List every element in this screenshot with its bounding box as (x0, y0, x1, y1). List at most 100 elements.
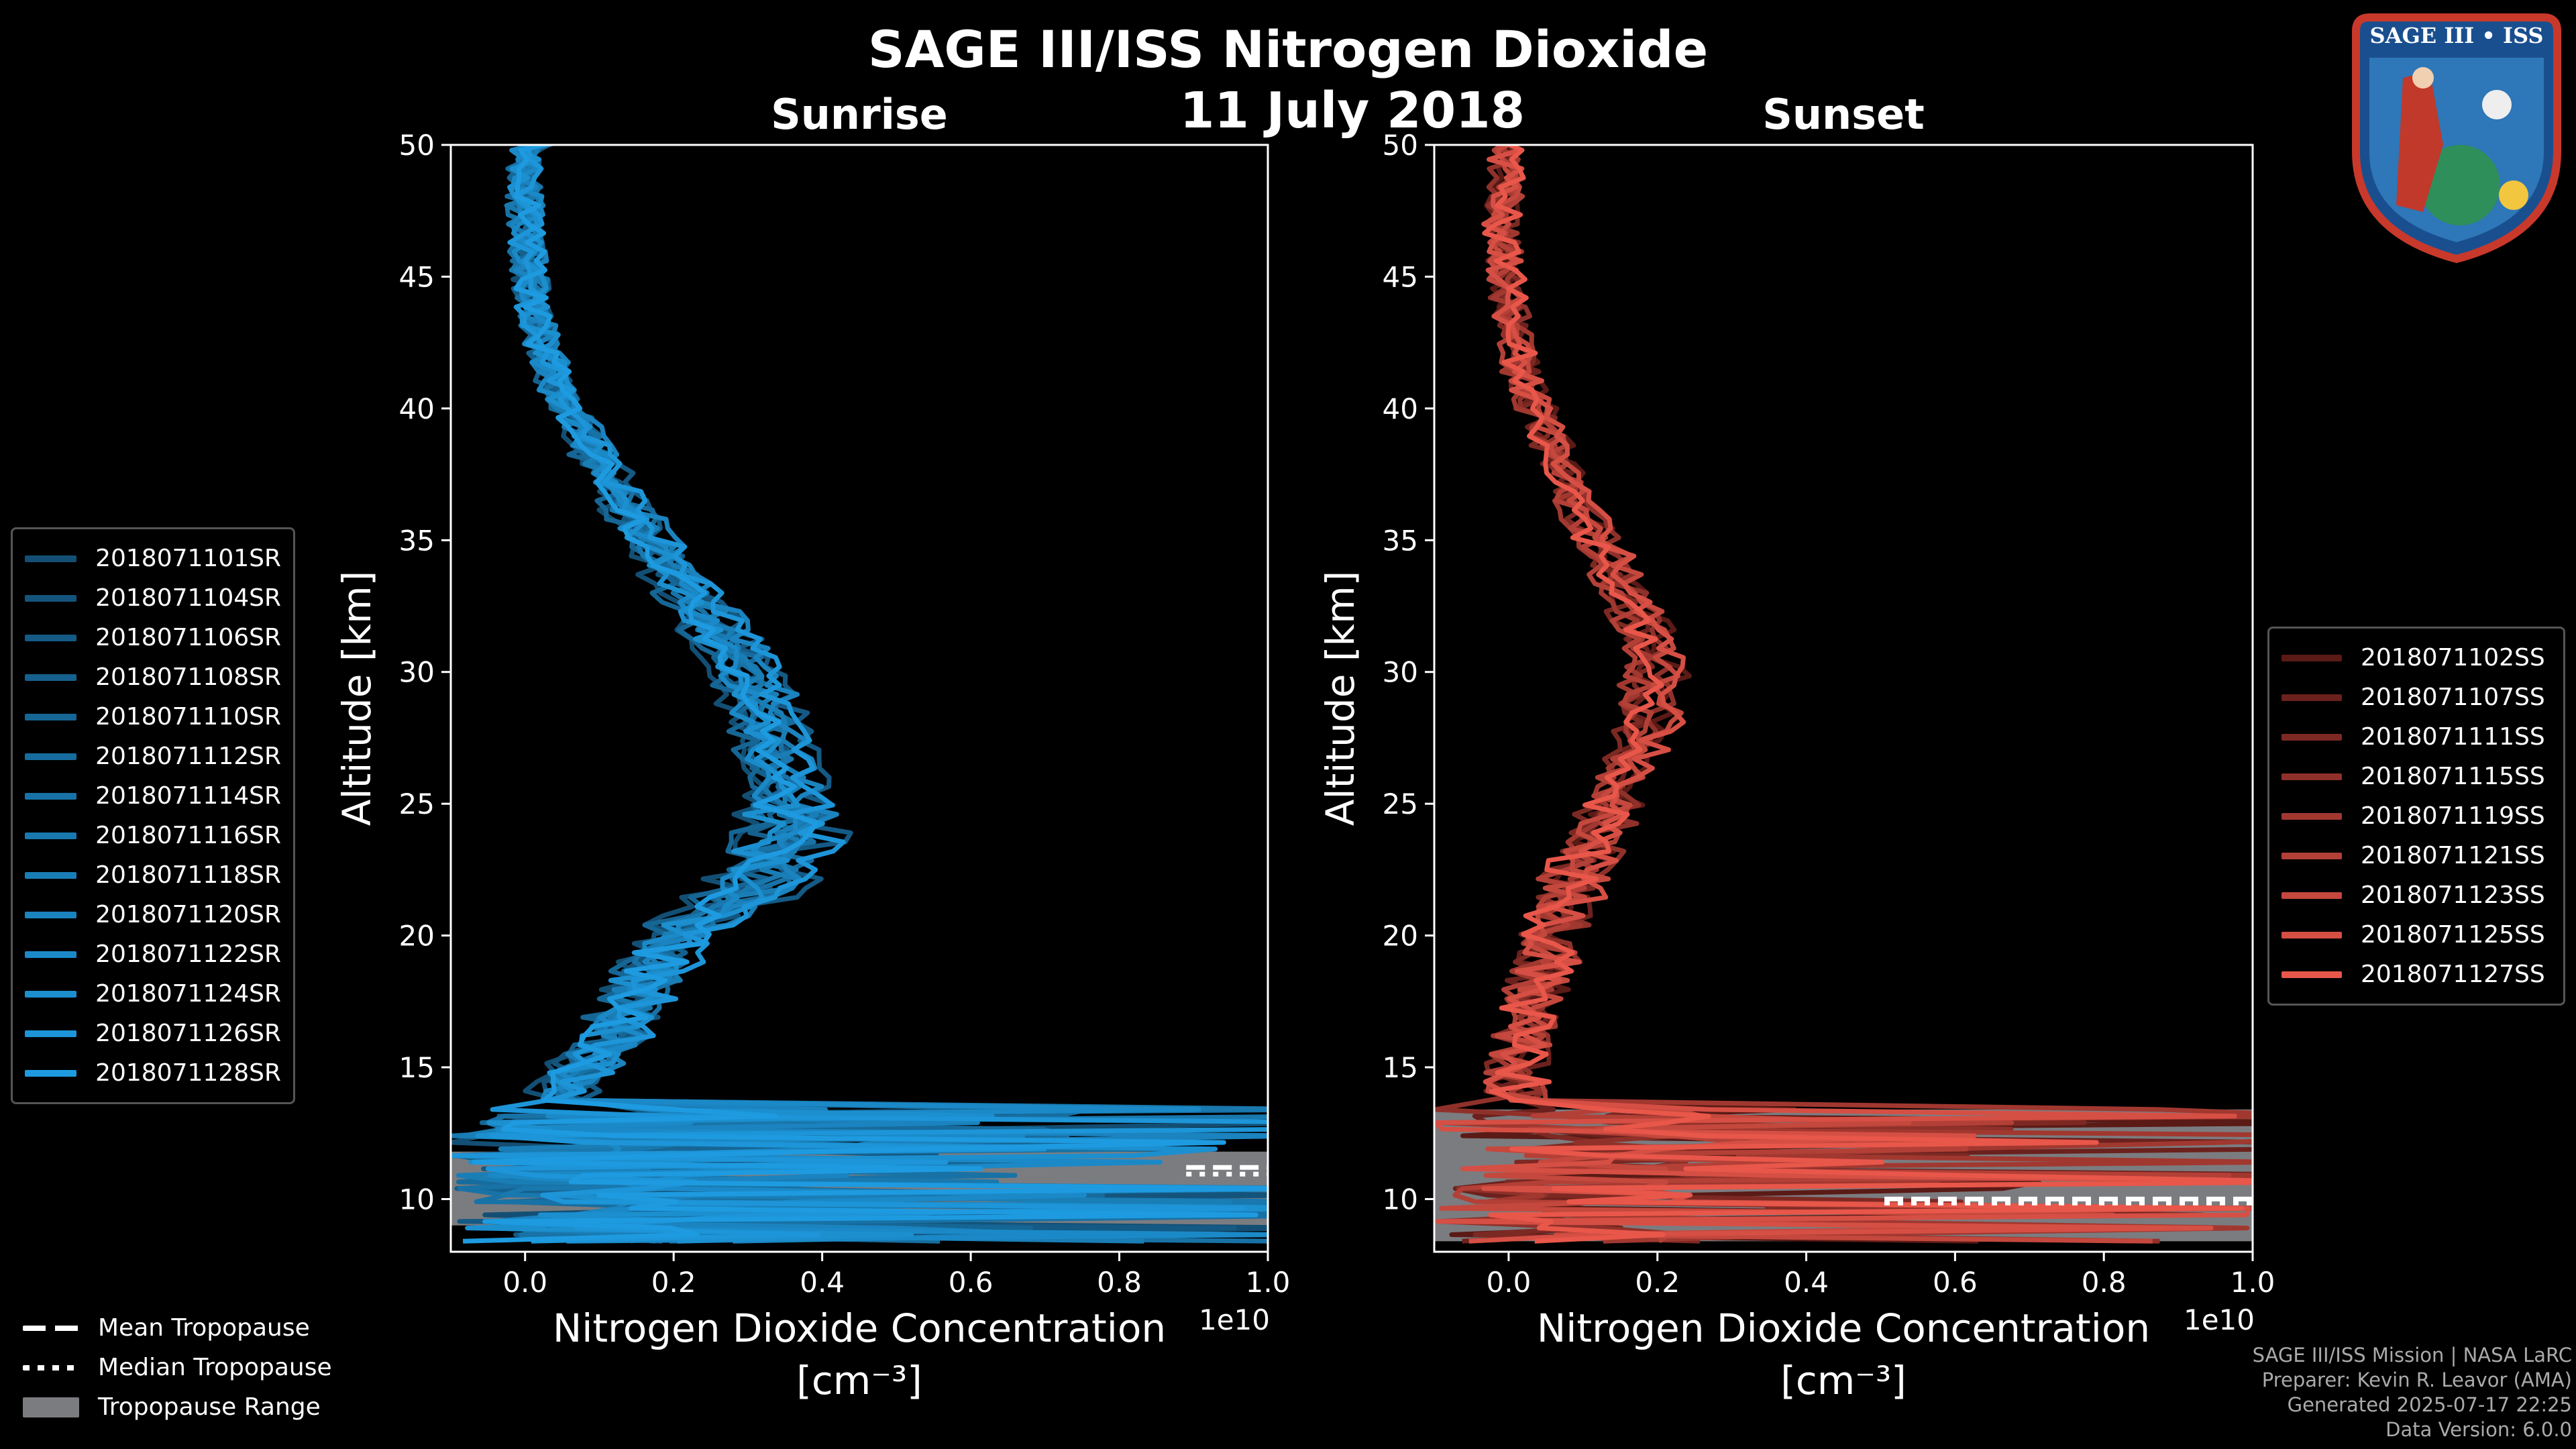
x-axis-label: Nitrogen Dioxide Concentration (553, 1305, 1166, 1351)
dotted-line-icon (23, 1364, 79, 1371)
y-tick-label: 45 (1383, 260, 1418, 293)
legend-line-icon (25, 832, 77, 839)
legend-entry: 2018071119SS (2282, 796, 2551, 836)
sunrise-legend: 2018071101SR 2018071104SR 2018071106SR 2018… (11, 527, 295, 1104)
plot-area (451, 145, 1268, 1244)
legend-label: 2018071121SS (2361, 842, 2545, 869)
legend-label: 2018071122SR (95, 941, 281, 968)
figure-credits: SAGE III/ISS Mission | NASA LaRC Prepare… (2253, 1343, 2572, 1442)
profile-line-2018071127SS (1482, 145, 2253, 1244)
legend-entry: 2018071116SR (25, 816, 281, 855)
profile-line-2018071119SS (1436, 145, 2253, 1244)
legend-label: 2018071107SS (2361, 684, 2545, 711)
legend-entry: 2018071126SR (25, 1014, 281, 1053)
legend-entry: 2018071106SR (25, 618, 281, 657)
x-offset-text: 1e10 (2184, 1303, 2255, 1336)
legend-label: 2018071111SS (2361, 723, 2545, 751)
legend-line-icon (2282, 773, 2342, 780)
legend-label: Mean Tropopause (98, 1314, 310, 1342)
legend-line-icon (25, 871, 77, 879)
legend-entry: 2018071111SS (2282, 717, 2551, 757)
legend-entry: 2018071121SS (2282, 836, 2551, 875)
y-tick-label: 50 (399, 129, 435, 162)
profile-line-2018071126SR (451, 145, 1268, 1244)
legend-label: 2018071106SR (95, 624, 281, 651)
profile-line-2018071128SR (463, 145, 1268, 1244)
y-axis-label: Altitude [km] (334, 571, 380, 826)
x-tick-label: 0.2 (651, 1266, 696, 1299)
legend-label: Median Tropopause (98, 1354, 332, 1381)
legend-label: 2018071116SR (95, 822, 281, 849)
x-axis-unit: [cm⁻³] (796, 1358, 922, 1403)
legend-line-icon (25, 951, 77, 958)
x-tick-label: 0.0 (1487, 1266, 1532, 1299)
legend-label: 2018071125SS (2361, 921, 2545, 949)
legend-line-icon (2282, 892, 2342, 899)
sage-mission-logo: SAGE III • ISS (2343, 11, 2571, 266)
legend-label: 2018071112SR (95, 743, 281, 770)
legend-entry: 2018071127SS (2282, 955, 2551, 994)
x-tick-label: 0.4 (1784, 1266, 1829, 1299)
legend-line-icon (25, 753, 77, 760)
profile-line-2018071111SS (1453, 145, 2205, 1244)
legend-entry: 2018071102SS (2282, 638, 2551, 678)
legend-label: Tropopause Range (98, 1393, 321, 1421)
legend-entry: 2018071107SS (2282, 678, 2551, 717)
profile-line-2018071123SS (1439, 145, 2153, 1244)
x-tick-label: 0.6 (949, 1266, 994, 1299)
x-tick-label: 1.0 (2231, 1266, 2275, 1299)
y-tick-label: 25 (399, 788, 435, 820)
profile-line-2018071115SS (1434, 145, 2160, 1244)
legend-line-icon (2282, 852, 2342, 859)
legend-line-icon (2282, 812, 2342, 820)
svg-text:SAGE III • ISS: SAGE III • ISS (2370, 23, 2544, 48)
legend-line-icon (2282, 654, 2342, 661)
profile-line-2018071102SS (1449, 145, 2253, 1244)
legend-mean-tropopause: Mean Tropopause (23, 1308, 332, 1348)
x-offset-text: 1e10 (1199, 1303, 1270, 1336)
y-tick-label: 20 (1383, 920, 1418, 953)
y-tick-label: 30 (399, 656, 435, 689)
legend-label: 2018071102SS (2361, 644, 2545, 672)
legend-median-tropopause: Median Tropopause (23, 1348, 332, 1387)
legend-entry: 2018071128SR (25, 1053, 281, 1093)
axes-frame (1433, 144, 2254, 1253)
legend-label: 2018071101SR (95, 545, 281, 572)
legend-line-icon (25, 792, 77, 800)
sunset-legend: 2018071102SS 2018071107SS 2018071111SS 2018… (2267, 627, 2565, 1006)
legend-label: 2018071126SR (95, 1020, 281, 1047)
axes-frame (449, 144, 1269, 1253)
y-axis-label: Altitude [km] (1318, 571, 1363, 826)
legend-line-icon (25, 1030, 77, 1037)
legend-line-icon (25, 674, 77, 681)
legend-entry: 2018071122SR (25, 934, 281, 974)
dashed-line-icon (23, 1325, 79, 1331)
y-tick-label: 45 (399, 260, 435, 293)
tropopause-legend: Mean Tropopause Median Tropopause Tropop… (23, 1308, 332, 1427)
x-tick-label: 0.6 (1933, 1266, 1978, 1299)
y-tick-label: 15 (399, 1051, 435, 1084)
panel-title: Sunrise (771, 90, 948, 139)
legend-entry: 2018071125SS (2282, 915, 2551, 955)
y-tick-label: 30 (1383, 656, 1418, 689)
legend-line-icon (25, 990, 77, 998)
x-axis-label: Nitrogen Dioxide Concentration (1537, 1305, 2150, 1351)
figure-title: SAGE III/ISS Nitrogen Dioxide (868, 19, 1708, 79)
legend-entry: 2018071112SR (25, 737, 281, 776)
profile-line-2018071121SS (1452, 145, 2253, 1244)
legend-line-icon (25, 911, 77, 918)
profile-line-2018071125SS (1434, 145, 2253, 1244)
x-tick-label: 0.2 (1635, 1266, 1680, 1299)
y-tick-label: 35 (1383, 524, 1418, 557)
legend-line-icon (25, 1069, 77, 1077)
y-tick-label: 10 (399, 1183, 435, 1216)
legend-label: 2018071104SR (95, 584, 281, 612)
legend-entry: 2018071118SR (25, 855, 281, 895)
y-tick-label: 50 (1383, 129, 1418, 162)
x-axis-unit: [cm⁻³] (1780, 1358, 1907, 1403)
legend-label: 2018071128SR (95, 1059, 281, 1087)
legend-entry: 2018071108SR (25, 657, 281, 697)
legend-entry: 2018071101SR (25, 539, 281, 578)
legend-label: 2018071123SS (2361, 881, 2545, 909)
